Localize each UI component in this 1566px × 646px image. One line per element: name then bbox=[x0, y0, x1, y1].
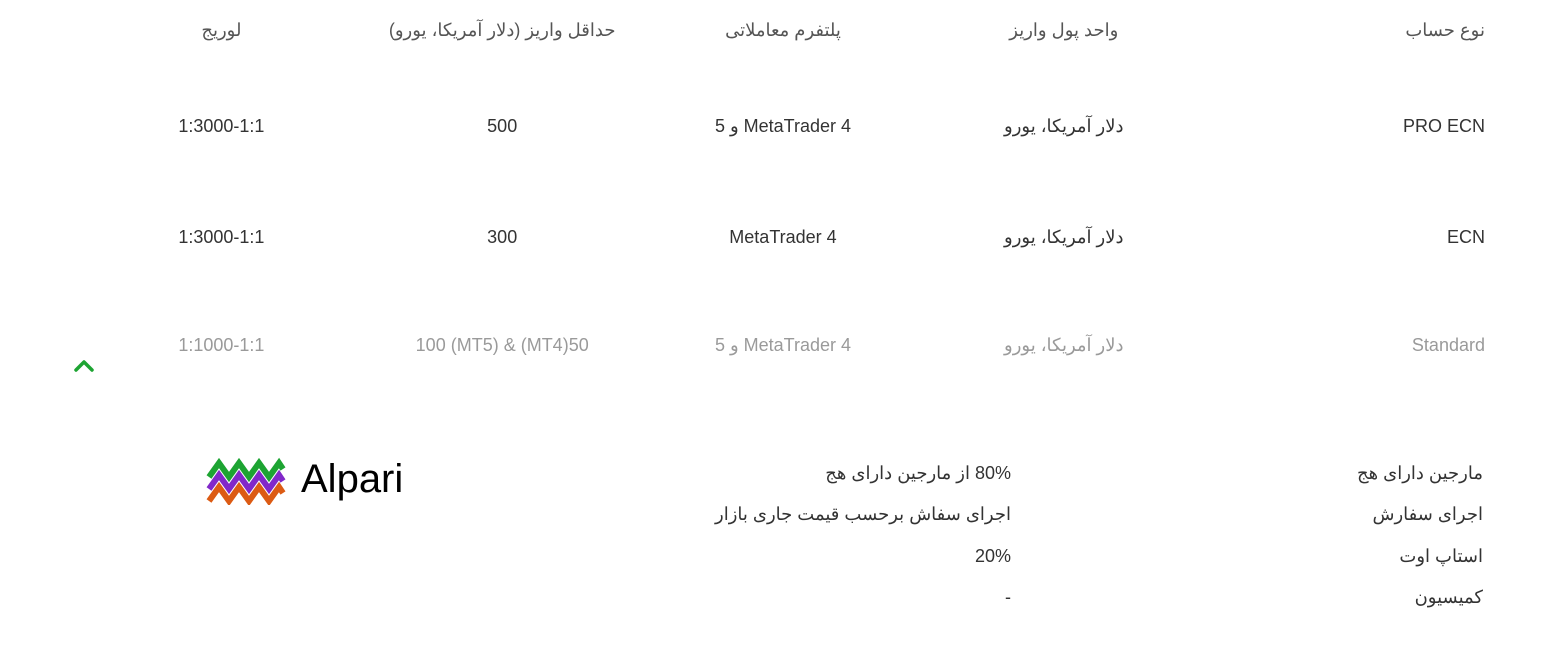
table-header-row: لوریج حداقل واریز (دلار آمریکا، یورو) پل… bbox=[75, 0, 1491, 71]
cell-leverage: 1:3000-1:1 bbox=[75, 227, 362, 248]
cell-min-deposit: 500 bbox=[362, 116, 643, 137]
broker-logo-text: Alpari bbox=[301, 457, 403, 502]
detail-value-commission: - bbox=[515, 577, 1011, 618]
cell-leverage: 1:1000-1:1 bbox=[75, 335, 362, 356]
detail-label-order-execution: اجرای سفارش bbox=[1011, 494, 1483, 535]
header-platform: پلتفرم معاملاتی bbox=[643, 20, 924, 41]
detail-label-commission: کمیسیون bbox=[1011, 577, 1483, 618]
detail-value-order-execution: اجرای سفاش برحسب قیمت جاری بازار bbox=[515, 494, 1011, 535]
cell-min-deposit: 300 bbox=[362, 227, 643, 248]
chevron-up-icon bbox=[72, 354, 96, 378]
cell-leverage: 1:3000-1:1 bbox=[75, 116, 362, 137]
detail-label-stop-out: استاپ اوت bbox=[1011, 536, 1483, 577]
cell-account-type: ECN bbox=[1204, 227, 1491, 248]
cell-deposit-currency: دلار آمریکا، یورو bbox=[923, 116, 1204, 137]
header-leverage: لوریج bbox=[75, 20, 362, 41]
alpari-logo-icon bbox=[205, 453, 287, 505]
table-row[interactable]: 1:1000-1:1 100 (MT5) & (MT4)50 MetaTrade… bbox=[75, 293, 1491, 398]
detail-value-hedge-margin: 80% از مارجین دارای هج bbox=[515, 453, 1011, 494]
cell-deposit-currency: دلار آمریکا، یورو bbox=[923, 335, 1204, 356]
table-row[interactable]: 1:3000-1:1 300 MetaTrader 4 دلار آمریکا،… bbox=[75, 182, 1491, 293]
header-account-type: نوع حساب bbox=[1204, 20, 1491, 41]
details-section: Alpari 80% از مارجین دارای هج اجرای سفاش… bbox=[0, 398, 1566, 619]
detail-value-stop-out: 20% bbox=[515, 536, 1011, 577]
broker-logo: Alpari bbox=[205, 453, 403, 505]
cell-platform: MetaTrader 4 bbox=[643, 227, 924, 248]
collapse-button[interactable] bbox=[72, 354, 96, 383]
table-row[interactable]: 1:3000-1:1 500 MetaTrader 4 و 5 دلار آمر… bbox=[75, 71, 1491, 182]
cell-account-type: PRO ECN bbox=[1204, 116, 1491, 137]
header-deposit-currency: واحد پول واریز bbox=[923, 20, 1204, 41]
cell-account-type: Standard bbox=[1204, 335, 1491, 356]
cell-min-deposit: 100 (MT5) & (MT4)50 bbox=[362, 335, 643, 356]
cell-deposit-currency: دلار آمریکا، یورو bbox=[923, 227, 1204, 248]
cell-platform: MetaTrader 4 و 5 bbox=[643, 116, 924, 137]
cell-platform: MetaTrader 4 و 5 bbox=[643, 335, 924, 356]
header-min-deposit: حداقل واریز (دلار آمریکا، یورو) bbox=[362, 20, 643, 41]
detail-label-hedge-margin: مارجین دارای هج bbox=[1011, 453, 1483, 494]
